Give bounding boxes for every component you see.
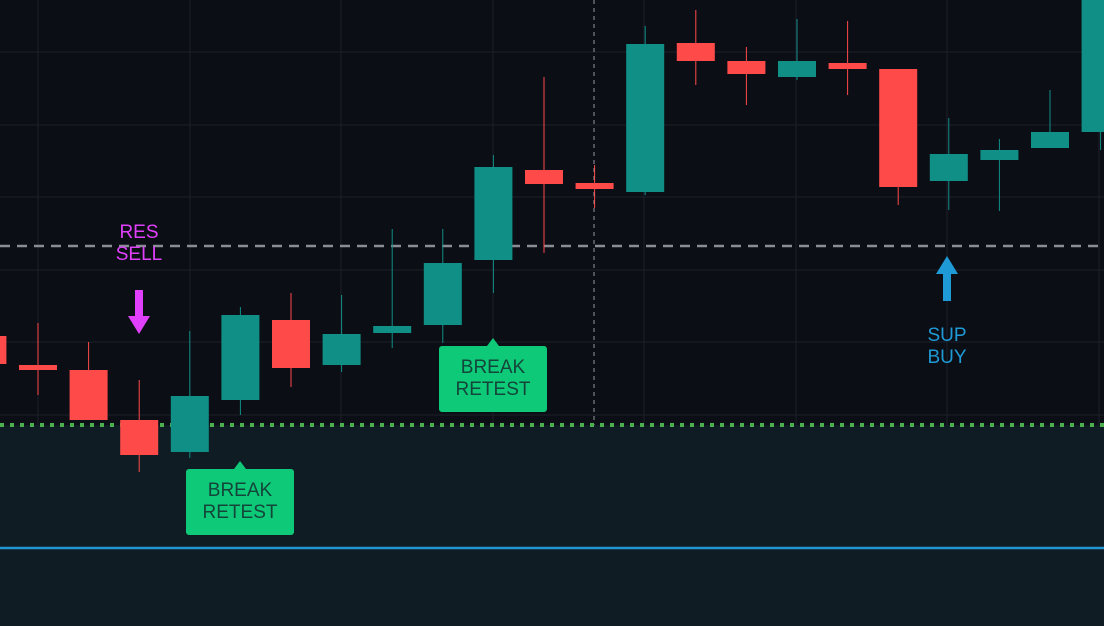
candle-body bbox=[626, 44, 665, 192]
label-box bbox=[186, 461, 294, 535]
candle-body bbox=[980, 150, 1019, 160]
candle-body bbox=[0, 336, 7, 364]
candle-body bbox=[879, 69, 918, 187]
candle-body bbox=[170, 396, 209, 452]
candle-body bbox=[69, 370, 108, 420]
candle-body bbox=[272, 320, 310, 368]
candle-body bbox=[19, 365, 57, 370]
candle-body bbox=[525, 170, 563, 184]
arrow bbox=[128, 290, 150, 334]
annotation-text: SELL bbox=[116, 244, 162, 265]
candle-body bbox=[778, 61, 816, 77]
candle-body bbox=[221, 315, 260, 400]
label-box bbox=[439, 338, 547, 412]
candle-body bbox=[727, 61, 766, 74]
candle-body bbox=[474, 167, 513, 260]
candle-body bbox=[929, 154, 968, 181]
candle-body bbox=[676, 43, 715, 61]
candle-body bbox=[322, 334, 361, 365]
candle-body bbox=[1031, 132, 1069, 148]
annotation-text: SUP bbox=[927, 325, 966, 346]
annotation-text: BUY bbox=[927, 347, 966, 368]
candle-body bbox=[120, 420, 159, 455]
zone bbox=[0, 425, 1104, 626]
candle-body bbox=[373, 326, 412, 333]
arrow bbox=[936, 256, 958, 301]
candle-body bbox=[575, 183, 614, 189]
annotation-text: RES bbox=[119, 222, 158, 243]
annotation-text: RETEST bbox=[203, 502, 278, 523]
candle-body bbox=[423, 263, 462, 325]
candle-body bbox=[828, 63, 867, 69]
annotation-text: RETEST bbox=[456, 379, 531, 400]
annotation-text: BREAK bbox=[461, 357, 526, 378]
candle-body bbox=[1081, 0, 1104, 132]
annotation-text: BREAK bbox=[208, 480, 273, 501]
